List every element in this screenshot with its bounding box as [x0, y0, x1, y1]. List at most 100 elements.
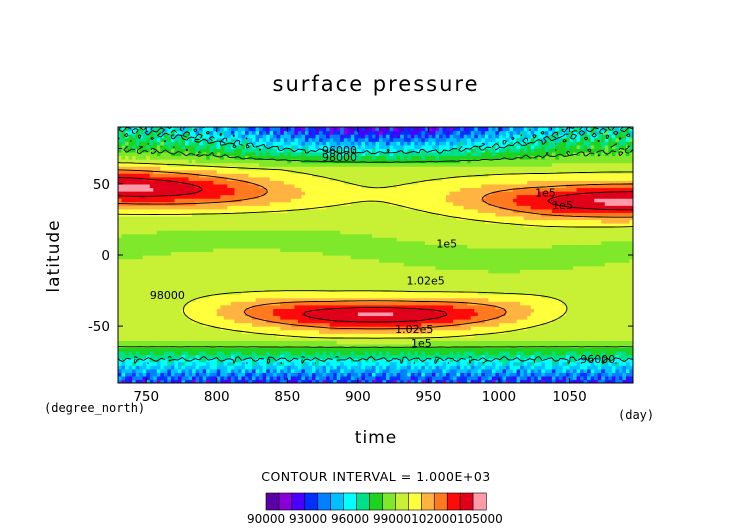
heatmap-cell: [371, 368, 377, 373]
heatmap-cell: [615, 361, 620, 366]
heatmap-cell: [527, 262, 532, 267]
heatmap-cell: [629, 272, 633, 277]
heatmap-cell: [562, 347, 567, 352]
heatmap-cell: [587, 340, 592, 345]
heatmap-cell: [255, 336, 260, 341]
heatmap-cell: [361, 272, 366, 277]
heatmap-cell: [262, 343, 267, 349]
heatmap-cell: [389, 343, 394, 349]
heatmap-cell: [361, 311, 366, 317]
heatmap-cell: [244, 272, 250, 277]
heatmap-cell: [562, 329, 567, 334]
heatmap-cell: [421, 375, 426, 381]
heatmap-cell: [160, 276, 165, 281]
heatmap-cell: [237, 279, 243, 285]
heatmap-cell: [569, 336, 574, 341]
heatmap-cell: [389, 375, 394, 381]
heatmap-cell: [128, 290, 133, 295]
heatmap-cell: [244, 351, 250, 356]
heatmap-cell: [244, 276, 250, 281]
heatmap-cell: [132, 351, 137, 356]
heatmap-cell: [558, 329, 564, 334]
heatmap-cell: [502, 358, 507, 363]
heatmap-cell: [424, 379, 430, 383]
heatmap-cell: [477, 308, 482, 313]
heatmap-cell: [209, 319, 214, 324]
heatmap-cell: [326, 311, 331, 317]
heatmap-cell: [340, 365, 345, 370]
heatmap-cell: [421, 294, 426, 299]
heatmap-cell: [255, 319, 260, 324]
heatmap-cell: [364, 333, 370, 338]
heatmap-cell: [125, 279, 130, 285]
heatmap-cell: [594, 304, 599, 309]
heatmap-cell: [202, 269, 207, 274]
heatmap-cell: [170, 279, 176, 285]
heatmap-cell: [280, 340, 285, 345]
heatmap-cell: [576, 269, 581, 274]
heatmap-cell: [569, 283, 574, 288]
heatmap-cell: [379, 311, 384, 317]
heatmap-cell: [386, 322, 391, 327]
heatmap-cell: [506, 297, 511, 302]
heatmap-cell: [227, 319, 232, 324]
heatmap-cell: [252, 297, 257, 302]
heatmap-cell: [312, 372, 317, 377]
heatmap-cell: [199, 283, 204, 288]
heatmap-cell: [583, 354, 588, 359]
heatmap-cell: [343, 365, 348, 370]
heatmap-cell: [481, 365, 486, 370]
heatmap-cell: [527, 272, 532, 277]
heatmap-cell: [460, 336, 465, 341]
heatmap-cell: [438, 315, 444, 320]
heatmap-cell: [241, 340, 246, 345]
heatmap-cell: [237, 262, 243, 267]
heatmap-cell: [467, 283, 472, 288]
heatmap-cell: [230, 343, 236, 349]
heatmap-cell: [156, 361, 161, 366]
heatmap-cell: [573, 262, 578, 267]
heatmap-cell: [354, 365, 359, 370]
heatmap-cell: [216, 333, 221, 338]
heatmap-cell: [537, 358, 542, 363]
heatmap-cell: [513, 287, 518, 292]
heatmap-cell: [551, 301, 556, 306]
heatmap-cell: [386, 379, 391, 383]
heatmap-cell: [400, 333, 405, 338]
heatmap-cell: [491, 308, 497, 313]
heatmap-cell: [343, 301, 348, 306]
heatmap-cell: [541, 361, 546, 366]
heatmap-cell: [460, 379, 465, 383]
heatmap-cell: [541, 319, 546, 324]
heatmap-cell: [329, 354, 334, 359]
heatmap-cell: [375, 301, 380, 306]
heatmap-cell: [283, 283, 288, 288]
heatmap-cell: [350, 283, 355, 288]
heatmap-cell: [467, 365, 472, 370]
heatmap-cell: [438, 283, 444, 288]
heatmap-cell: [407, 294, 412, 299]
heatmap-cell: [276, 368, 281, 373]
heatmap-cell: [340, 262, 345, 267]
heatmap-cell: [417, 301, 422, 306]
heatmap-cell: [555, 290, 560, 295]
heatmap-cell: [611, 304, 616, 309]
heatmap-cell: [347, 283, 352, 288]
heatmap-cell: [230, 265, 236, 270]
heatmap-cell: [304, 372, 310, 377]
heatmap-cell: [414, 287, 419, 292]
heatmap-cell: [199, 311, 204, 317]
heatmap-cell: [558, 279, 564, 285]
heatmap-cell: [513, 343, 518, 349]
heatmap-cell: [139, 287, 144, 292]
heatmap-cell: [230, 379, 236, 383]
heatmap-cell: [622, 336, 627, 341]
heatmap-cell: [551, 340, 556, 345]
heatmap-cell: [132, 322, 137, 327]
heatmap-cell: [206, 343, 211, 349]
heatmap-cell: [516, 354, 521, 359]
heatmap-cell: [407, 290, 412, 295]
heatmap-cell: [548, 283, 553, 288]
heatmap-cell: [449, 336, 454, 341]
heatmap-cell: [142, 343, 147, 349]
